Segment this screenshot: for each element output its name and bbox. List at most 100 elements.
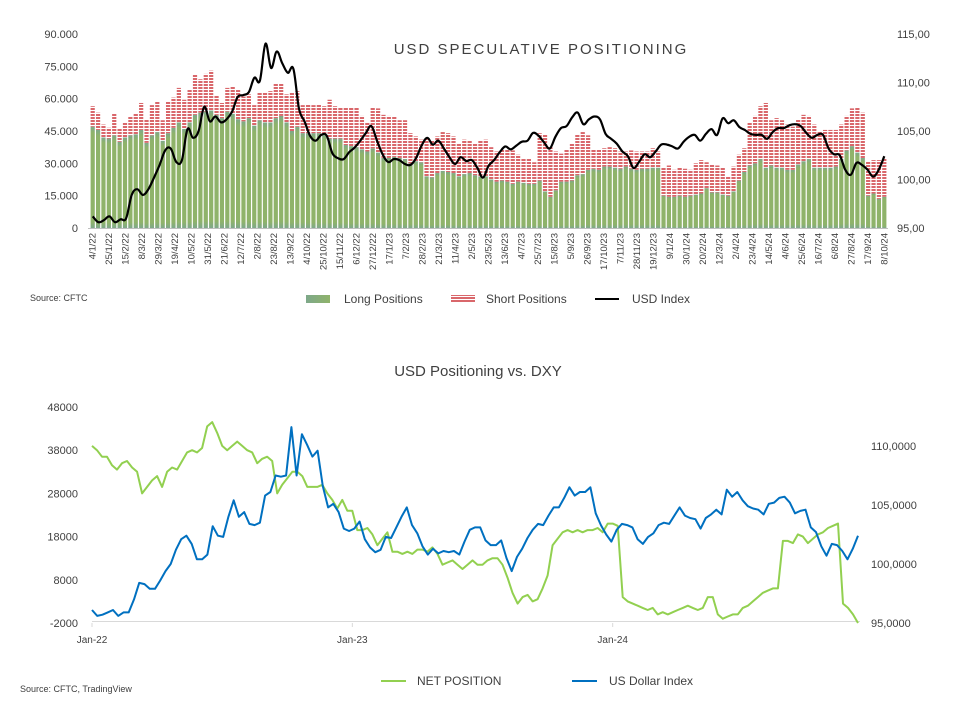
bar-long-positions — [101, 137, 106, 228]
bar-long-positions — [90, 126, 95, 228]
bar-short-positions — [688, 169, 693, 196]
bar-long-positions — [230, 113, 235, 228]
bar-long-positions — [602, 166, 607, 228]
y-tick-label: -2000 — [50, 618, 78, 630]
bar-short-positions — [596, 149, 601, 170]
y2-tick-label: 115,00 — [897, 29, 930, 41]
bar-short-positions — [542, 134, 548, 192]
bar-short-positions — [133, 113, 138, 135]
bar-short-positions — [575, 134, 580, 176]
x-tick-label: 6/12/22 — [352, 233, 363, 265]
bar-long-positions — [478, 176, 483, 228]
x-tick-label: 23/4/24 — [747, 233, 758, 265]
x-tick-label: 17/9/24 — [863, 233, 874, 265]
bar-long-positions — [828, 167, 833, 228]
usd-index-line — [91, 42, 886, 224]
bar-short-positions — [801, 114, 806, 162]
x-tick-label: 19/4/22 — [170, 233, 181, 265]
bar-short-positions — [715, 165, 720, 193]
bar-long-positions — [182, 128, 187, 228]
bar-short-positions — [478, 140, 483, 177]
bar-long-positions — [289, 131, 295, 228]
bar-long-positions — [494, 181, 499, 228]
bar-long-positions — [661, 195, 666, 228]
chart2-title: USD Positioning vs. DXY — [394, 363, 562, 380]
legend-label-long: Long Positions — [344, 292, 423, 306]
bar-long-positions — [860, 157, 865, 228]
bar-long-positions — [682, 196, 688, 228]
y2-tick-label: 100,00 — [897, 175, 931, 187]
bar-short-positions — [866, 161, 871, 196]
bar-short-positions — [747, 122, 752, 166]
bar-long-positions — [796, 164, 801, 228]
bar-long-positions — [139, 129, 144, 228]
bar-long-positions — [370, 148, 375, 228]
bar-long-positions — [246, 118, 251, 228]
bar-long-positions — [112, 135, 117, 228]
y-tick-label: 0 — [72, 223, 78, 235]
bar-long-positions — [736, 180, 742, 228]
x-tick-label: 28/2/23 — [418, 233, 429, 265]
x-tick-label: 23/8/22 — [269, 233, 280, 265]
bar-short-positions — [494, 151, 499, 182]
us-dollar-index-line — [91, 426, 859, 617]
bar-long-positions — [876, 198, 882, 228]
bar-long-positions — [871, 193, 876, 228]
bar-long-positions — [462, 174, 467, 228]
bar-long-positions — [575, 175, 580, 228]
bar-long-positions — [209, 110, 214, 228]
bar-long-positions — [225, 111, 230, 228]
bar-short-positions — [833, 129, 838, 167]
legend-item-long-positions: Long Positions — [306, 292, 423, 306]
bar-long-positions — [677, 195, 682, 228]
bar-long-positions — [623, 166, 628, 228]
legend-swatch-long — [306, 295, 330, 303]
bar-short-positions — [586, 135, 591, 170]
x-tick-label: 17/1/23 — [385, 233, 396, 265]
bar-long-positions — [284, 122, 289, 228]
bar-long-positions — [866, 195, 871, 228]
y-tick-label: 30.000 — [44, 158, 78, 170]
legend-item-us-dollar-index: US Dollar Index — [572, 674, 693, 688]
bar-long-positions — [763, 167, 768, 228]
bar-long-positions — [505, 181, 510, 228]
bar-short-positions — [779, 120, 785, 168]
bar-short-positions — [666, 165, 671, 197]
x-tick-label: 10/5/22 — [187, 233, 198, 265]
bar-long-positions — [122, 137, 128, 228]
bar-short-positions — [392, 116, 397, 157]
legend-label-net-position: NET POSITION — [417, 674, 501, 688]
bar-short-positions — [559, 153, 564, 182]
bar-long-positions — [833, 166, 838, 228]
bar-short-positions — [343, 107, 348, 146]
bar-long-positions — [198, 112, 203, 228]
x-tick-label: 11/4/23 — [451, 233, 462, 264]
chart1-y-axis-left: 0 15.000 30.000 45.000 60.000 75.000 90.000 — [44, 29, 78, 235]
y2-tick-label: 105,00 — [897, 126, 931, 138]
chart1-title: USD SPECULATIVE POSITIONING — [394, 41, 689, 58]
bar-short-positions — [413, 136, 418, 162]
bar-short-positions — [672, 169, 677, 197]
bar-long-positions — [532, 183, 537, 228]
bar-short-positions — [774, 118, 779, 168]
bar-short-positions — [758, 106, 763, 160]
bar-long-positions — [693, 194, 698, 228]
bar-long-positions — [516, 181, 521, 228]
bar-long-positions — [349, 146, 354, 228]
x-tick-label: 16/7/24 — [813, 233, 824, 265]
bar-long-positions — [295, 126, 300, 228]
bar-short-positions — [472, 143, 478, 176]
bar-long-positions — [548, 196, 553, 228]
net-position-line — [91, 421, 859, 624]
bar-long-positions — [882, 196, 887, 228]
bar-long-positions — [586, 169, 591, 228]
bar-short-positions — [612, 148, 618, 168]
bar-short-positions — [677, 167, 682, 196]
bar-short-positions — [650, 148, 655, 168]
bar-short-positions — [376, 108, 381, 153]
x-tick-label: 25/6/24 — [797, 233, 808, 265]
x-tick-label: 20/2/24 — [698, 233, 709, 265]
x-tick-label: 7/2/23 — [401, 233, 412, 259]
bar-long-positions — [279, 115, 284, 228]
bar-long-positions — [354, 147, 359, 228]
